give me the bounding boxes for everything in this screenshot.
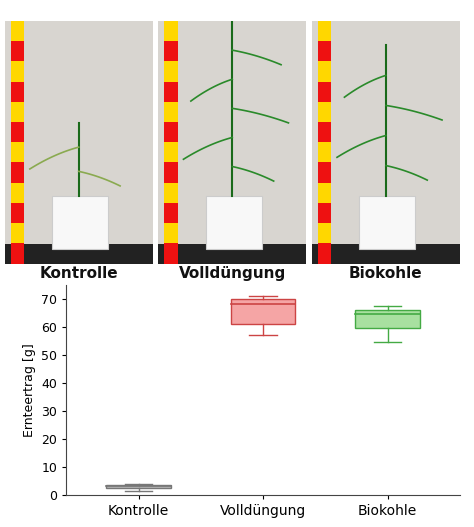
Bar	[10, 162, 24, 183]
Bar	[158, 244, 306, 264]
Bar	[10, 102, 24, 122]
Bar	[318, 62, 331, 82]
Bar	[164, 41, 178, 62]
Bar	[318, 223, 331, 243]
Bar	[10, 41, 24, 62]
Bar	[318, 142, 331, 162]
Bar	[318, 102, 331, 122]
Bar	[231, 299, 295, 324]
Bar	[10, 203, 24, 223]
Bar	[10, 183, 24, 203]
Bar	[164, 243, 178, 264]
Bar	[164, 122, 178, 142]
Bar	[10, 82, 24, 102]
Bar	[318, 243, 331, 264]
Bar	[164, 162, 178, 183]
Bar	[164, 142, 178, 162]
Bar	[318, 21, 331, 41]
Bar	[318, 183, 331, 203]
Bar	[10, 223, 24, 243]
Bar	[318, 41, 331, 62]
Bar	[10, 243, 24, 264]
Bar	[355, 310, 420, 328]
Bar	[10, 142, 24, 162]
Bar	[312, 244, 460, 264]
Text: Kontrolle: Kontrolle	[39, 266, 118, 281]
Bar	[164, 183, 178, 203]
Bar	[164, 62, 178, 82]
Bar	[5, 244, 153, 264]
Bar	[164, 82, 178, 102]
Bar	[206, 196, 262, 249]
Bar	[164, 102, 178, 122]
Bar	[318, 203, 331, 223]
Text: Volldüngung: Volldüngung	[179, 266, 286, 281]
Bar	[10, 21, 24, 41]
Bar	[359, 196, 415, 249]
Bar	[10, 62, 24, 82]
Y-axis label: Ernteertrag [g]: Ernteertrag [g]	[23, 343, 36, 437]
Bar	[10, 122, 24, 142]
Bar	[318, 122, 331, 142]
Bar	[164, 203, 178, 223]
Bar	[164, 223, 178, 243]
Text: Biokohle: Biokohle	[349, 266, 423, 281]
Bar	[52, 196, 108, 249]
Bar	[164, 21, 178, 41]
Bar	[318, 82, 331, 102]
Bar	[106, 485, 171, 489]
Bar	[318, 162, 331, 183]
